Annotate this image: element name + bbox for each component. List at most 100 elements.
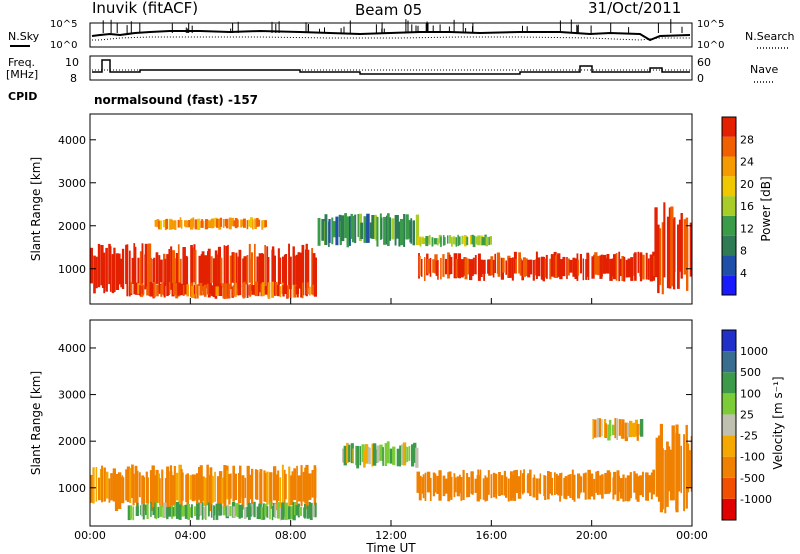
power-cell-379: [582, 258, 585, 281]
x-tick-label-3: 12:00: [375, 529, 407, 542]
velocity-cell-53: [201, 476, 205, 502]
x-tick-label-1: 04:00: [174, 529, 206, 542]
power-cell-253: [318, 221, 321, 244]
velocity-cell-240: [429, 478, 432, 501]
velocity-cell-136: [187, 504, 190, 520]
power-cell-16: [125, 244, 127, 285]
power-cell-6: [103, 257, 106, 294]
power-cell-344: [508, 258, 512, 278]
power-cell-269: [351, 215, 354, 243]
power-cell-303: [424, 257, 426, 281]
power-cell-286: [387, 213, 390, 246]
power-cell-337: [494, 253, 496, 273]
velocity-cell-86: [270, 478, 273, 509]
power-cell-48: [190, 247, 194, 298]
power-cell-288: [391, 218, 395, 240]
power-cell-301: [418, 256, 421, 276]
velocity-cell-223: [393, 446, 396, 466]
velocity-cell-332: [622, 474, 625, 502]
velocity-cell-238: [424, 472, 427, 501]
velocity-cell-90: [279, 477, 281, 509]
velocity-cell-320: [596, 470, 600, 495]
velocity-cell-221: [389, 448, 393, 464]
freq-left-tick-high: 10: [65, 56, 79, 69]
power-cell-332: [483, 260, 486, 281]
power-cell-442: [475, 236, 478, 245]
power-cell-218: [194, 219, 198, 230]
power-cell-273: [360, 222, 364, 239]
velocity-cell-203: [352, 448, 354, 463]
velocity-cell-352: [601, 419, 603, 437]
noise-left-tick-high: 10^5: [50, 19, 77, 30]
power-cell-345: [511, 257, 514, 281]
power-cell-449: [489, 236, 492, 245]
power-cell-208: [174, 220, 177, 230]
power-cell-277: [369, 222, 373, 239]
velocity-cell-115: [142, 504, 145, 520]
power-cell-236: [233, 220, 236, 227]
power-cell-260: [332, 221, 336, 238]
velocity-cell-333: [624, 477, 627, 502]
cpid-label: CPID: [8, 90, 37, 103]
power-cell-439: [470, 235, 473, 245]
velocity-cell-3: [98, 477, 102, 501]
velocity-cell-283: [519, 470, 522, 493]
power-cell-159: [234, 282, 237, 297]
power-cell-98: [295, 254, 298, 295]
velocity-cell-389: [690, 436, 692, 492]
velocity-cell-190: [299, 506, 303, 516]
velocity-cell-305: [564, 476, 568, 500]
velocity-cell-40: [173, 466, 176, 506]
velocity-cell-233: [415, 447, 419, 468]
velocity-cell-322: [601, 474, 604, 499]
velocity-cell-254: [459, 474, 461, 494]
power-cell-115: [142, 284, 145, 296]
power-cell-44: [182, 247, 186, 288]
power-cell-280: [375, 215, 378, 241]
power-cbar-tick-3: 16: [740, 200, 754, 213]
velocity-cell-297: [549, 472, 552, 494]
velocity-ytick-label-4000: 4000: [58, 342, 86, 355]
power-cell-247: [256, 217, 259, 227]
power-cell-213: [185, 220, 189, 228]
velocity-cell-228: [404, 445, 407, 464]
power-cell-244: [250, 217, 254, 228]
power-cell-382: [587, 254, 590, 280]
velocity-cell-237: [422, 474, 425, 499]
velocity-cell-388: [687, 450, 692, 489]
velocity-cell-107: [313, 467, 317, 498]
velocity-cell-147: [210, 504, 213, 518]
power-cell-46: [186, 256, 189, 295]
power-cell-193: [306, 282, 309, 295]
power-cell-34: [163, 253, 166, 296]
power-cell-448: [488, 236, 490, 245]
power-cell-385: [594, 252, 598, 275]
velocity-cell-168: [253, 501, 256, 518]
velocity-cell-257: [466, 473, 469, 498]
power-cell-135: [184, 283, 187, 295]
velocity-cell-315: [587, 469, 591, 500]
power-cell-24: [141, 243, 144, 284]
power-cell-374: [572, 257, 576, 277]
power-cell-120: [153, 282, 156, 298]
power-cell-355: [532, 260, 535, 281]
velocity-cell-189: [297, 503, 300, 518]
velocity-cell-263: [477, 469, 480, 493]
power-cell-221: [201, 219, 204, 228]
velocity-cell-252: [454, 477, 457, 493]
power-cell-85: [267, 257, 270, 299]
velocity-cell-383: [677, 433, 681, 492]
power-cell-207: [171, 220, 176, 230]
power-cell-41: [175, 253, 180, 286]
velocity-cell-231: [411, 444, 415, 467]
velocity-cell-209: [365, 444, 369, 464]
power-cell-158: [232, 285, 235, 297]
velocity-cell-62: [221, 477, 225, 504]
power-cell-461: [678, 219, 682, 272]
power-cell-402: [630, 257, 634, 281]
power-cell-251: [264, 220, 267, 227]
power-cell-375: [574, 258, 578, 279]
power-cbar-swatch-3: [722, 215, 736, 236]
power-cell-274: [363, 216, 367, 243]
power-cell-164: [246, 284, 249, 298]
